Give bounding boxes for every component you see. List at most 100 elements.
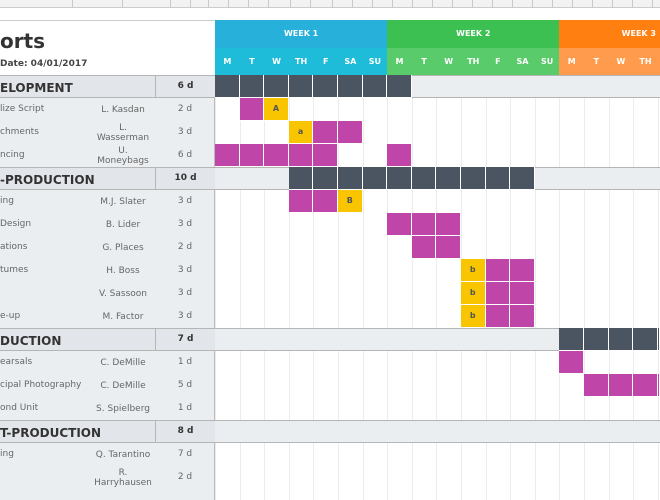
task-bar-cell[interactable] [387, 213, 412, 236]
summary-bar-cell[interactable] [657, 328, 660, 351]
summary-bar-cell[interactable] [362, 167, 388, 190]
summary-bar-cell[interactable] [338, 75, 363, 98]
day-header: TH [461, 48, 486, 75]
task-bar-cell[interactable] [239, 98, 265, 121]
task-name: Design [0, 219, 32, 229]
start-date: Date: 04/01/2017 [0, 59, 88, 69]
task-row[interactable]: ond Unit S. Spielberg 1 d [0, 397, 215, 420]
task-row[interactable]: earsals C. DeMille 1 d [0, 351, 215, 374]
task-bar-cell[interactable] [264, 144, 289, 167]
summary-bar-cell[interactable] [608, 328, 634, 351]
task-bar-cell[interactable] [288, 144, 314, 167]
task-name: tumes [0, 265, 29, 275]
task-row[interactable]: R. Harryhausen 2 d [0, 466, 215, 489]
phase-row[interactable]: ELOPMENT 6 d [0, 75, 215, 98]
milestone-bar-cell[interactable]: a [288, 121, 314, 144]
summary-bar-cell[interactable] [264, 75, 289, 98]
summary-bar-cell[interactable] [338, 167, 363, 190]
task-name: ncing [0, 150, 25, 160]
summary-bar-cell[interactable] [411, 167, 437, 190]
week-header-2: WEEK 2 [387, 20, 560, 48]
task-bar-cell[interactable] [411, 236, 437, 259]
task-duration: 6 d [177, 150, 193, 160]
task-bar-cell[interactable] [313, 121, 338, 144]
task-duration: 2 d [177, 242, 193, 252]
phase-band [215, 420, 660, 443]
summary-bar-cell[interactable] [461, 167, 486, 190]
task-bar-cell[interactable] [633, 374, 658, 397]
phase-row[interactable]: T-PRODUCTION 8 d [0, 420, 215, 443]
grid-line [387, 75, 389, 500]
task-name: lize Script [0, 104, 45, 114]
task-bar-cell[interactable] [510, 259, 535, 282]
task-owner: Q. Tarantino [95, 449, 151, 460]
phase-row[interactable]: -PRODUCTION 10 d [0, 167, 215, 190]
task-name: chments [0, 127, 39, 137]
milestone-bar-cell[interactable]: b [461, 282, 486, 305]
task-row[interactable]: ations G. Places 2 d [0, 236, 215, 259]
summary-bar-cell[interactable] [559, 328, 584, 351]
task-row[interactable]: ncing U. Moneybags 6 d [0, 144, 215, 167]
day-header: T [584, 48, 609, 75]
task-bar-cell[interactable] [313, 190, 338, 213]
task-duration: 1 d [177, 357, 193, 367]
summary-bar-cell[interactable] [510, 167, 535, 190]
task-row[interactable]: chments L. Wasserman 3 d [0, 121, 215, 144]
task-bar-cell[interactable] [510, 282, 535, 305]
day-header: TH [633, 48, 658, 75]
task-row[interactable]: cipal Photography C. DeMille 5 d [0, 374, 215, 397]
task-duration: 3 d [177, 127, 193, 137]
summary-bar-cell[interactable] [239, 75, 265, 98]
phase-duration: 8 d [155, 421, 215, 442]
task-row[interactable]: tumes H. Boss 3 d [0, 259, 215, 282]
task-bar-cell[interactable] [215, 144, 240, 167]
summary-bar-cell[interactable] [387, 75, 412, 98]
summary-bar-cell[interactable] [633, 328, 658, 351]
task-bar-cell[interactable] [436, 236, 461, 259]
task-bar-cell[interactable] [338, 121, 363, 144]
summary-bar-cell[interactable] [288, 75, 314, 98]
task-bar-cell[interactable] [436, 213, 461, 236]
task-bar-cell[interactable] [411, 213, 437, 236]
task-row[interactable]: V. Sassoon 3 d [0, 282, 215, 305]
summary-bar-cell[interactable] [387, 167, 412, 190]
day-header: SU [534, 48, 560, 75]
task-bar-cell[interactable] [485, 305, 511, 328]
task-row[interactable]: lize Script L. Kasdan 2 d [0, 98, 215, 121]
task-bar-cell[interactable] [584, 374, 609, 397]
summary-bar-cell[interactable] [288, 167, 314, 190]
task-row[interactable]: e-up M. Factor 3 d [0, 305, 215, 328]
phase-row[interactable]: DUCTION 7 d [0, 328, 215, 351]
task-owner: L. Kasdan [101, 104, 145, 115]
task-row[interactable]: ing Q. Tarantino 7 d [0, 443, 215, 466]
task-bar-cell[interactable] [510, 305, 535, 328]
milestone-bar-cell[interactable]: A [264, 98, 289, 121]
milestone-bar-cell[interactable]: b [461, 305, 486, 328]
task-bar-cell[interactable] [657, 374, 660, 397]
summary-bar-cell[interactable] [362, 75, 388, 98]
summary-bar-cell[interactable] [584, 328, 609, 351]
task-bar-cell[interactable] [608, 374, 634, 397]
summary-bar-cell[interactable] [215, 75, 240, 98]
task-row[interactable]: Design B. Lider 3 d [0, 213, 215, 236]
task-bar-cell[interactable] [485, 259, 511, 282]
day-header: F [313, 48, 338, 75]
summary-bar-cell[interactable] [436, 167, 461, 190]
milestone-bar-cell[interactable]: B [338, 190, 363, 213]
task-bar-cell[interactable] [485, 282, 511, 305]
task-bar-cell[interactable] [239, 144, 265, 167]
task-owner: R. Harryhausen [94, 467, 152, 488]
task-bar-cell[interactable] [313, 144, 338, 167]
grid-line [534, 75, 536, 500]
task-name: ing [0, 196, 14, 206]
task-bar-cell[interactable] [288, 190, 314, 213]
task-bar-cell[interactable] [387, 144, 412, 167]
summary-bar-cell[interactable] [313, 167, 338, 190]
grid-line [313, 75, 315, 500]
milestone-bar-cell[interactable]: b [461, 259, 486, 282]
task-bar-cell[interactable] [559, 351, 584, 374]
summary-bar-cell[interactable] [313, 75, 338, 98]
task-duration: 7 d [177, 449, 193, 459]
summary-bar-cell[interactable] [485, 167, 511, 190]
task-row[interactable]: ing M.J. Slater 3 d [0, 190, 215, 213]
